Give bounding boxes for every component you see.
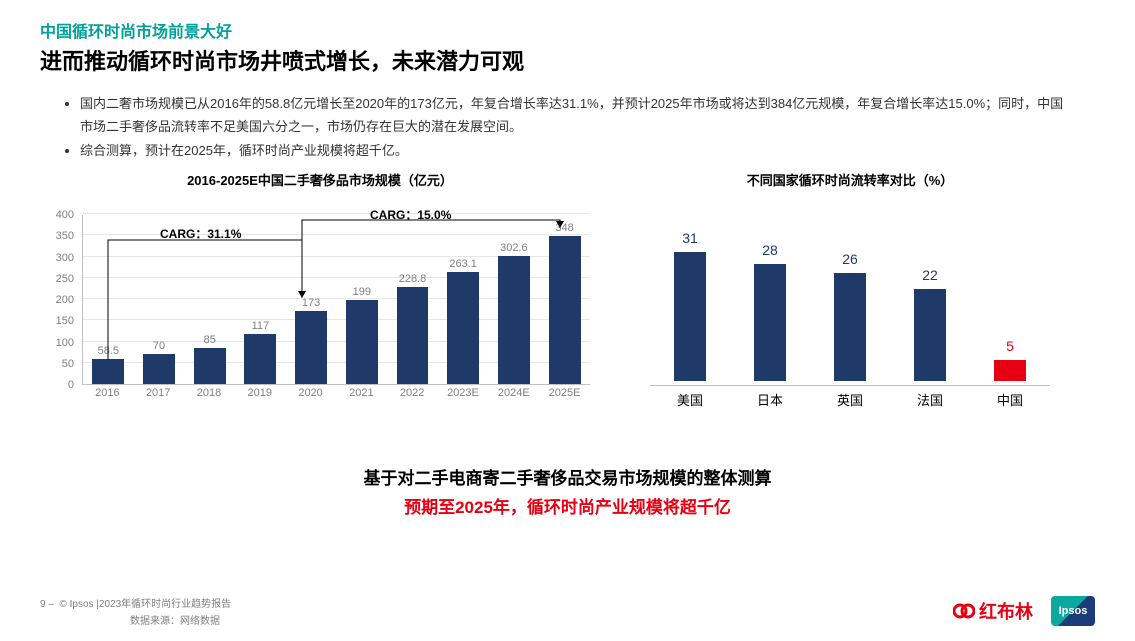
bar: 26 xyxy=(818,251,882,381)
x-label: 法国 xyxy=(898,390,962,405)
cagr-annotation-2: CARG：15.0% xyxy=(370,206,451,223)
bar-value: 31 xyxy=(682,230,698,246)
bar: 85 xyxy=(187,334,233,384)
bullet-item: 综合测算，预计在2025年，循环时尚产业规模将超千亿。 xyxy=(80,139,1075,162)
y-tick: 100 xyxy=(40,337,74,349)
bar-value: 5 xyxy=(1006,338,1014,354)
conclusion-line-2: 预期至2025年，循环时尚产业规模将超千亿 xyxy=(0,493,1135,518)
bar: 263.1 xyxy=(440,258,486,384)
x-label: 英国 xyxy=(818,390,882,405)
y-tick: 350 xyxy=(40,230,74,242)
x-label: 2021 xyxy=(339,387,385,405)
x-label: 2020 xyxy=(288,387,334,405)
footer-copyright: 9 – © Ipsos |2023年循环时尚行业趋势报告 xyxy=(40,595,231,610)
bar-value: 173 xyxy=(302,297,320,309)
x-label: 日本 xyxy=(738,390,802,405)
y-tick: 50 xyxy=(40,358,74,370)
x-label: 美国 xyxy=(658,390,722,405)
y-tick: 150 xyxy=(40,315,74,327)
footer-source: 数据来源：网络数据 xyxy=(130,612,231,627)
bar-value: 70 xyxy=(153,340,165,352)
x-label: 2022 xyxy=(389,387,435,405)
cagr-annotation-1: CARG：31.1% xyxy=(160,225,241,242)
bar: 58.5 xyxy=(86,345,132,384)
bullet-list: 国内二奢市场规模已从2016年的58.8亿元增长至2020年的173亿元，年复合… xyxy=(0,82,1135,162)
ipsos-logo: Ipsos xyxy=(1051,596,1095,626)
bar-value: 228.8 xyxy=(399,273,427,285)
bar: 199 xyxy=(339,286,385,385)
y-tick: 250 xyxy=(40,273,74,285)
bar: 117 xyxy=(238,320,284,384)
hongbulin-logo: 红布林 xyxy=(953,598,1033,624)
turnover-rate-chart: 不同国家循环时尚流转率对比（%） 31 28 26 22 5 美国 日本 英国 法国 中国 xyxy=(620,170,1080,450)
bullet-item: 国内二奢市场规模已从2016年的58.8亿元增长至2020年的173亿元，年复合… xyxy=(80,92,1075,139)
bar-value: 302.6 xyxy=(500,242,528,254)
bar-value: 58.5 xyxy=(98,345,119,357)
x-label: 中国 xyxy=(978,390,1042,405)
supertitle: 中国循环时尚市场前景大好 xyxy=(40,18,1095,42)
y-tick: 400 xyxy=(40,209,74,221)
x-label: 2025E xyxy=(542,387,588,405)
bar: 348 xyxy=(542,222,588,384)
x-label: 2019 xyxy=(237,387,283,405)
y-tick: 200 xyxy=(40,294,74,306)
bar-value: 199 xyxy=(353,286,371,298)
chart-title: 不同国家循环时尚流转率对比（%） xyxy=(620,170,1080,189)
x-label: 2018 xyxy=(186,387,232,405)
bar-value: 28 xyxy=(762,242,778,258)
conclusion-line-1: 基于对二手电商寄二手奢侈品交易市场规模的整体测算 xyxy=(0,464,1135,489)
bar: 31 xyxy=(658,230,722,381)
page-title: 进而推动循环时尚市场井喷式增长，未来潜力可观 xyxy=(40,44,1095,76)
x-label: 2016 xyxy=(85,387,131,405)
bar-value: 263.1 xyxy=(449,258,477,270)
bar: 28 xyxy=(738,242,802,381)
chart-title: 2016-2025E中国二手奢侈品市场规模（亿元） xyxy=(40,170,600,189)
bar: 70 xyxy=(136,340,182,384)
bar: 173 xyxy=(288,297,334,385)
x-label: 2024E xyxy=(491,387,537,405)
x-label: 2023E xyxy=(440,387,486,405)
bar: 22 xyxy=(898,267,962,381)
bar-value: 117 xyxy=(252,320,270,332)
bar-value: 26 xyxy=(842,251,858,267)
x-label: 2017 xyxy=(135,387,181,405)
bar: 302.6 xyxy=(491,242,537,385)
bar-value: 22 xyxy=(922,267,938,283)
bar: 228.8 xyxy=(390,273,436,384)
bar-value: 85 xyxy=(204,334,216,346)
y-tick: 300 xyxy=(40,252,74,264)
bar: 5 xyxy=(978,338,1042,381)
y-tick: 0 xyxy=(40,379,74,391)
market-size-chart: 2016-2025E中国二手奢侈品市场规模（亿元） 0 50 100 150 200 25… xyxy=(40,170,600,450)
bar-value: 348 xyxy=(555,222,573,234)
